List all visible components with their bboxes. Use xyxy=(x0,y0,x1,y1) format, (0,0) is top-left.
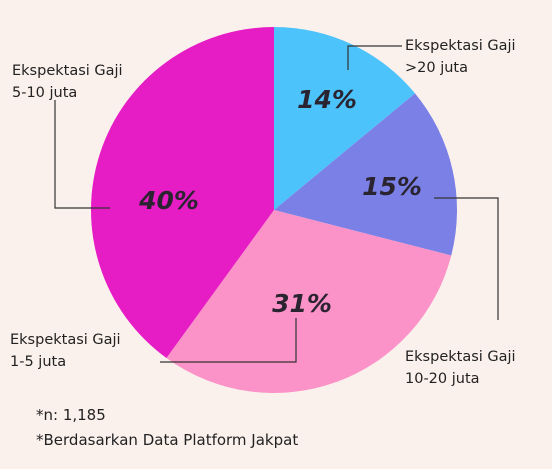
leader-line-10-20-juta xyxy=(434,197,499,320)
pie-slice-1-5-juta xyxy=(166,210,452,393)
chart-notes: *n: 1,185 *Berdasarkan Data Platform Jak… xyxy=(36,403,298,453)
callout-label-gt-20-juta: Ekspektasi Gaji >20 juta xyxy=(405,35,516,79)
data-source-note: *Berdasarkan Data Platform Jakpat xyxy=(36,431,299,449)
slice-value-label-1-5-juta: 31% xyxy=(272,289,332,318)
callout-label-5-10-juta: Ekspektasi Gaji 5-10 juta xyxy=(12,60,123,104)
slice-value-label-gt-20-juta: 14% xyxy=(297,85,357,114)
callout-line-2: >20 juta xyxy=(405,60,468,76)
sample-size-note: *n: 1,185 xyxy=(36,406,106,424)
callout-label-1-5-juta: Ekspektasi Gaji 1-5 juta xyxy=(10,329,121,373)
slice-value-label-5-10-juta: 40% xyxy=(138,186,199,215)
leader-line-1-5-juta xyxy=(160,318,297,363)
slice-value-label-10-20-juta: 15% xyxy=(362,172,422,201)
callout-line-1: Ekspektasi Gaji xyxy=(10,332,121,348)
callout-label-10-20-juta: Ekspektasi Gaji 10-20 juta xyxy=(405,346,516,390)
callout-line-1: Ekspektasi Gaji xyxy=(405,349,516,365)
callout-line-2: 1-5 juta xyxy=(10,354,67,370)
leader-line-gt-20-juta xyxy=(347,45,402,70)
callout-line-2: 5-10 juta xyxy=(12,85,78,101)
pie-slice-5-10-juta xyxy=(91,26,275,359)
callout-line-1: Ekspektasi Gaji xyxy=(12,63,123,79)
pie-slice-gt-20-juta xyxy=(274,27,416,210)
leader-line-5-10-juta xyxy=(54,100,110,209)
callout-line-2: 10-20 juta xyxy=(405,371,480,387)
callout-line-1: Ekspektasi Gaji xyxy=(405,38,516,54)
pie-slice-10-20-juta xyxy=(274,93,457,256)
